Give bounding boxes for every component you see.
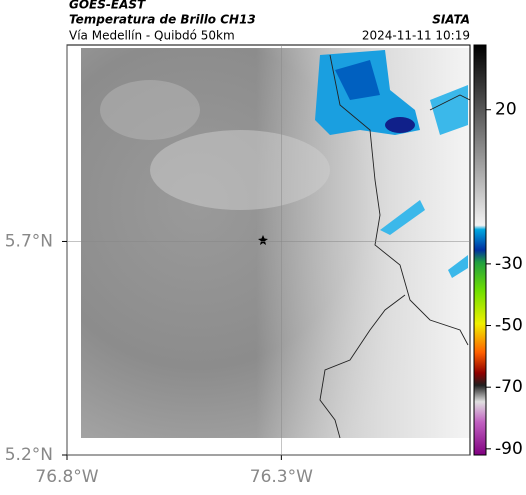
source: SIATA [432,13,470,27]
x-tick-label: 76.8°W [35,467,98,487]
colorbar [473,44,487,456]
location-star [258,235,268,245]
route: Vía Medellín - Quibdó 50km [69,29,235,43]
y-tick-label: 5.7°N [5,231,53,251]
colorbar-tick-label: -90 [495,439,523,459]
colorbar-tick-label: -50 [495,316,523,336]
product: Temperatura de Brillo CH13 [69,13,256,27]
satellite: GOES-EAST [69,0,146,12]
colorbar-tick-label: -30 [495,254,523,274]
satellite-image [81,48,471,439]
timestamp: 2024-11-11 10:19 [362,29,470,43]
colorbar-tick-label: -70 [495,377,523,397]
colorbar-tick-label: 20 [495,100,517,120]
x-tick-label: 76.3°W [250,467,313,487]
y-tick-label: 5.2°N [5,445,53,465]
